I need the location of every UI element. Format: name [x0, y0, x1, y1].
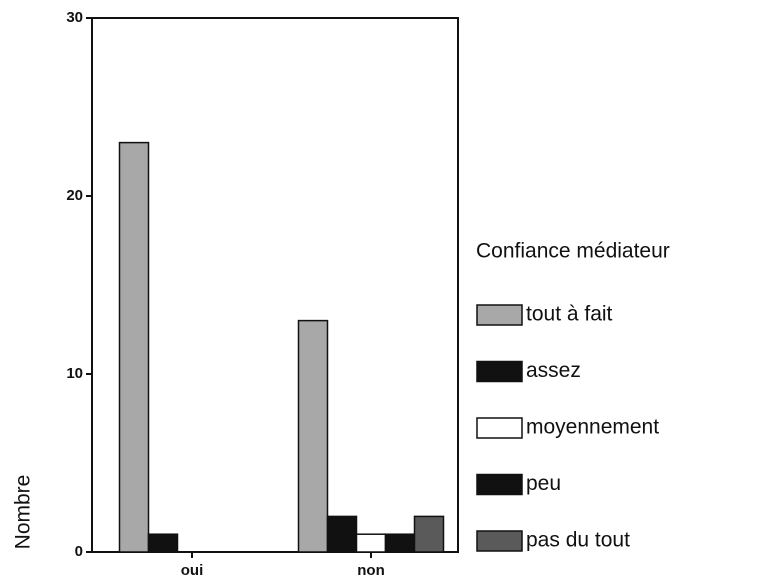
- bar: [326, 515, 358, 553]
- legend-swatch: [476, 473, 523, 496]
- legend-swatch: [476, 360, 523, 383]
- y-tick-label: 0: [75, 543, 83, 560]
- bar: [297, 319, 329, 553]
- legend-swatch: [476, 530, 523, 552]
- plot-frame: [91, 17, 459, 553]
- legend-label: tout à fait: [526, 303, 613, 326]
- legend-swatch: [476, 417, 523, 439]
- legend-swatch: [476, 304, 523, 326]
- bar: [118, 141, 150, 553]
- y-axis-label: Nombre: [12, 475, 35, 550]
- y-tick-label: 10: [66, 365, 83, 382]
- y-tick-label: 20: [66, 187, 83, 204]
- x-tick-label: oui: [181, 562, 204, 578]
- legend-label: moyennement: [526, 416, 659, 439]
- bar: [384, 533, 416, 553]
- bar: [147, 533, 179, 553]
- x-tick-label: non: [357, 562, 385, 578]
- bar: [413, 515, 445, 553]
- legend-title: Confiance médiateur: [476, 240, 670, 263]
- legend-label: peu: [526, 472, 561, 495]
- bar: [355, 533, 387, 553]
- legend-label: assez: [526, 359, 581, 382]
- y-tick-label: 30: [66, 9, 83, 26]
- legend-label: pas du tout: [526, 529, 630, 552]
